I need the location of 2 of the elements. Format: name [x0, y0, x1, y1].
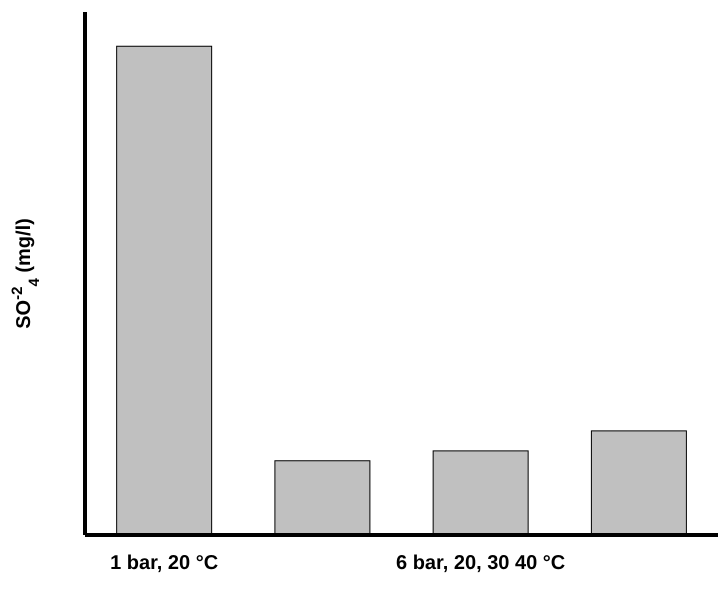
x-tick-label: 6 bar, 20, 30 40 °C [396, 552, 566, 574]
x-tick-label: 1 bar, 20 °C [110, 552, 218, 574]
